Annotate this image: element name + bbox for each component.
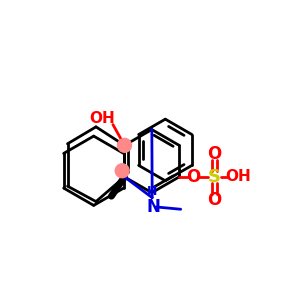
Text: O: O [208, 191, 222, 209]
Text: OH: OH [225, 169, 250, 184]
Text: O: O [208, 145, 222, 163]
Text: S: S [208, 168, 221, 186]
Text: N: N [147, 198, 161, 216]
Text: H: H [147, 185, 158, 199]
Circle shape [115, 164, 129, 178]
Text: O: O [186, 168, 200, 186]
Text: OH: OH [89, 111, 115, 126]
Circle shape [118, 138, 131, 152]
